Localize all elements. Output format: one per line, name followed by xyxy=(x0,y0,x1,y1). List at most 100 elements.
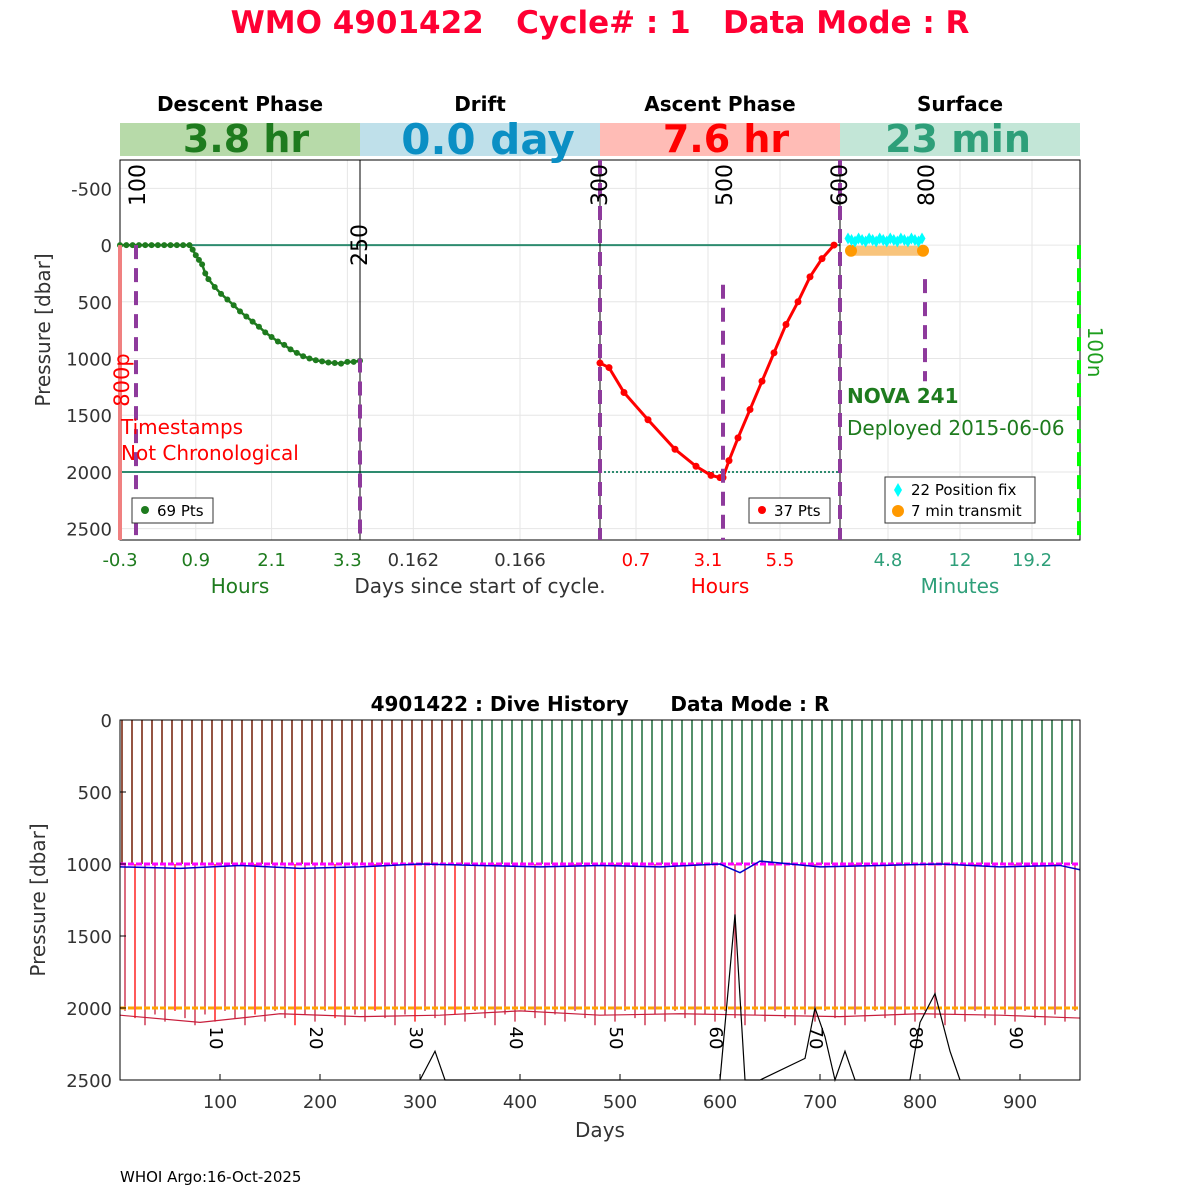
phase-marker-label: 600 xyxy=(828,164,853,206)
history-xlabel: Days xyxy=(575,1118,625,1142)
history-x-tick-label: 700 xyxy=(803,1092,837,1113)
ascent-point xyxy=(725,457,733,465)
drift-header: Drift xyxy=(454,92,506,116)
descent-point xyxy=(186,242,193,249)
descent-legend-text: 69 Pts xyxy=(157,502,204,520)
cycle-number-label: 60 xyxy=(705,1027,726,1050)
descent-legend: 69 Pts xyxy=(131,497,214,524)
cycle-number-label: 30 xyxy=(405,1027,426,1050)
descent-point xyxy=(224,296,231,303)
figure-title: WMO 4901422 Cycle# : 1 Data Mode : R xyxy=(231,5,970,41)
ascent-point xyxy=(596,359,604,367)
history-x-tick-label: 300 xyxy=(403,1092,437,1113)
y-tick-label: 2000 xyxy=(66,463,112,484)
descent-point xyxy=(205,276,212,283)
ascent-unit-label: Hours xyxy=(691,574,750,598)
descent-point xyxy=(154,242,161,249)
ascent-legend: 37 Pts xyxy=(748,497,831,524)
dive-history-chart: 10 20 30 40 50 60 70 80 900500100015002000250010… xyxy=(66,711,1081,1113)
descent-point xyxy=(255,323,262,330)
cycle-number-label: 40 xyxy=(505,1027,526,1050)
ascent-legend-text: 37 Pts xyxy=(774,502,821,520)
history-x-tick-label: 500 xyxy=(603,1092,637,1113)
ascent-point xyxy=(818,255,826,263)
descent-point xyxy=(319,358,326,365)
descent-point xyxy=(237,308,243,315)
descent-point xyxy=(199,261,206,268)
descent-point xyxy=(274,338,281,345)
ascent-duration-band xyxy=(600,123,840,156)
descent-point xyxy=(243,313,250,320)
descent-point xyxy=(173,242,180,249)
cycle-number-label: 10 xyxy=(205,1027,226,1050)
ascent-point xyxy=(758,377,766,385)
history-x-tick-label: 100 xyxy=(203,1092,237,1113)
descent-point xyxy=(331,360,338,367)
x-tick-label: 0.162 xyxy=(388,550,440,571)
x-tick-label: 12 xyxy=(949,550,972,571)
history-park-pressure-line xyxy=(119,860,1081,874)
position-fix-legend-marker xyxy=(894,483,902,497)
history-y-tick-label: 1500 xyxy=(66,927,112,948)
phase-marker-label: 500 xyxy=(713,164,738,206)
end-marker-label: 100n xyxy=(1083,327,1107,378)
surface-unit-label: Minutes xyxy=(921,574,1000,598)
descent-legend-marker xyxy=(141,506,149,514)
history-y-tick-label: 2000 xyxy=(66,999,112,1020)
history-profile-depth-line xyxy=(119,1010,1081,1024)
phase-marker-label: 100 xyxy=(126,164,151,206)
y-tick-label: 1500 xyxy=(66,406,112,427)
ascent-point xyxy=(707,471,715,479)
history-x-tick-label: 200 xyxy=(303,1092,337,1113)
transmit-legend-text: 7 min transmit xyxy=(911,502,1022,520)
history-x-tick-label: 900 xyxy=(1003,1092,1037,1113)
descent-point xyxy=(167,242,174,249)
ascent-point xyxy=(692,462,700,470)
y-tick-label: 500 xyxy=(78,293,112,314)
history-x-tick-label: 600 xyxy=(703,1092,737,1113)
x-tick-label: 0.7 xyxy=(622,550,651,571)
timestamps-warning-line2: Not Chronological xyxy=(121,441,299,465)
drift-duration-band xyxy=(360,123,600,156)
history-x-tick-label: 400 xyxy=(503,1092,537,1113)
ascent-point xyxy=(620,389,628,397)
descent-point xyxy=(192,252,199,259)
descent-point xyxy=(338,360,345,367)
ascent-point xyxy=(770,349,778,357)
position-fix-marker xyxy=(918,232,926,245)
descent-point xyxy=(195,256,202,263)
descent-unit-label: Hours xyxy=(211,574,270,598)
phase-marker-label: 300 xyxy=(588,164,613,206)
y-tick-label: 0 xyxy=(101,236,112,257)
drift-duration: 0.0 day xyxy=(401,115,575,164)
transmit-start-marker xyxy=(845,244,857,257)
x-tick-label: 0.166 xyxy=(494,550,546,571)
descent-duration: 3.8 hr xyxy=(183,117,310,161)
history-plot-border xyxy=(119,719,1081,1081)
cycle-number-label: 50 xyxy=(605,1027,626,1050)
phase-marker-label: 800 xyxy=(915,164,940,206)
y-tick-label: 1000 xyxy=(66,350,112,371)
descent-duration-band xyxy=(120,123,360,156)
cycle-number-label: 80 xyxy=(905,1027,926,1050)
history-y-tick-label: 500 xyxy=(78,783,112,804)
x-tick-label: 5.5 xyxy=(766,550,795,571)
ascent-point xyxy=(734,434,742,442)
descent-point xyxy=(287,346,294,353)
upper-ylabel: Pressure [dbar] xyxy=(31,253,55,406)
ascent-point xyxy=(782,320,790,328)
descent-point xyxy=(262,329,269,336)
timestamps-warning-line1: Timestamps xyxy=(120,415,243,439)
x-tick-label: 0.9 xyxy=(181,550,210,571)
ascent-legend-marker xyxy=(758,506,766,514)
deployment-date: Deployed 2015-06-06 xyxy=(847,416,1065,440)
descent-phase-header: Descent Phase xyxy=(157,92,323,116)
descent-point xyxy=(249,318,256,325)
ascent-phase-header: Ascent Phase xyxy=(644,92,795,116)
surface-legend: 22 Position fix 7 min transmit xyxy=(884,476,1036,524)
ascent-point xyxy=(746,406,754,414)
descent-point xyxy=(211,284,218,291)
x-tick-label: 2.1 xyxy=(257,550,286,571)
ascent-point xyxy=(644,416,652,424)
